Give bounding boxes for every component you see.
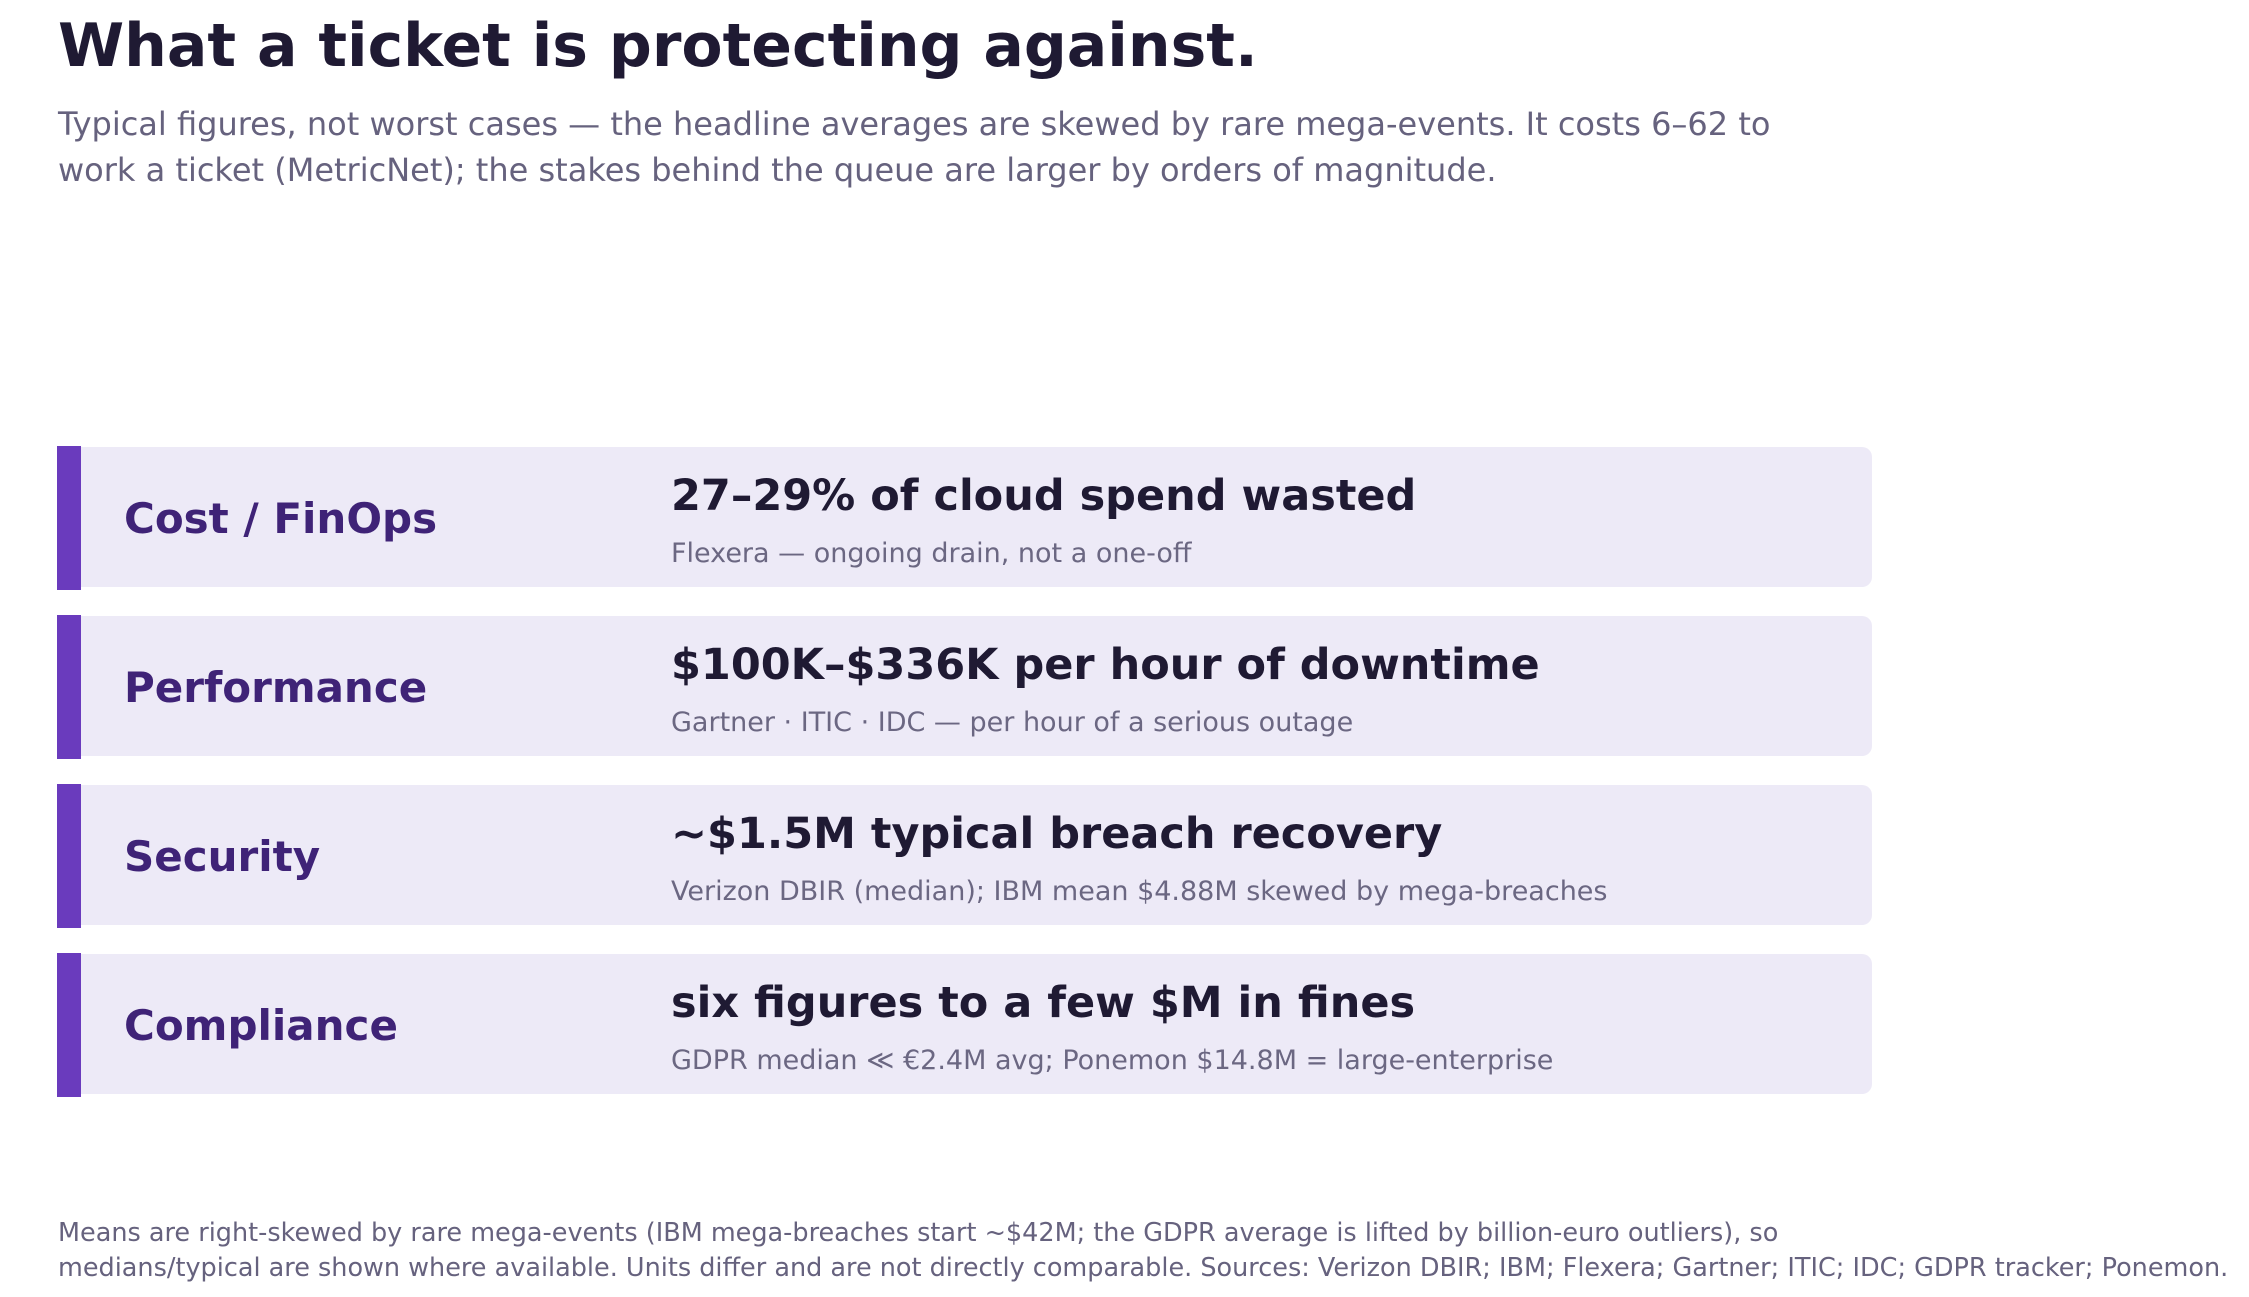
row-category: Security xyxy=(124,831,321,881)
risk-row-cost-finops: Cost / FinOps 27–29% of cloud spend wast… xyxy=(57,446,1872,590)
footnote: Means are right-skewed by rare mega-even… xyxy=(58,1216,2228,1286)
row-accent-bar xyxy=(57,446,81,590)
subtitle-line: Typical figures, not worst cases — the h… xyxy=(58,105,1771,143)
row-source: Verizon DBIR (median); IBM mean $4.88M s… xyxy=(671,876,1608,907)
row-headline: 27–29% of cloud spend wasted xyxy=(671,471,1417,521)
risk-row-security: Security ~$1.5M typical breach recovery … xyxy=(57,784,1872,928)
footnote-line: medians/typical are shown where availabl… xyxy=(58,1253,2229,1283)
subtitle-line: work a ticket (MetricNet); the stakes be… xyxy=(58,151,1497,189)
row-headline: ~$1.5M typical breach recovery xyxy=(671,809,1443,859)
row-panel xyxy=(57,447,1872,587)
row-panel xyxy=(57,785,1872,925)
footnote-line: Means are right-skewed by rare mega-even… xyxy=(58,1218,1779,1248)
page-subtitle: Typical figures, not worst cases — the h… xyxy=(58,101,1898,193)
risk-row-compliance: Compliance six figures to a few $M in fi… xyxy=(57,953,1872,1097)
row-category: Performance xyxy=(124,662,428,712)
page-title: What a ticket is protecting against. xyxy=(58,11,1258,81)
row-accent-bar xyxy=(57,953,81,1097)
row-source: Gartner · ITIC · IDC — per hour of a ser… xyxy=(671,707,1354,738)
row-category: Compliance xyxy=(124,1000,398,1050)
row-panel xyxy=(57,954,1872,1094)
risk-row-performance: Performance $100K–$336K per hour of down… xyxy=(57,615,1872,759)
row-accent-bar xyxy=(57,784,81,928)
row-category: Cost / FinOps xyxy=(124,493,438,543)
row-headline: $100K–$336K per hour of downtime xyxy=(671,640,1540,690)
row-accent-bar xyxy=(57,615,81,759)
row-source: GDPR median ≪ €2.4M avg; Ponemon $14.8M … xyxy=(671,1045,1554,1076)
row-panel xyxy=(57,616,1872,756)
row-source: Flexera — ongoing drain, not a one-off xyxy=(671,538,1192,569)
row-headline: six figures to a few $M in fines xyxy=(671,978,1416,1028)
